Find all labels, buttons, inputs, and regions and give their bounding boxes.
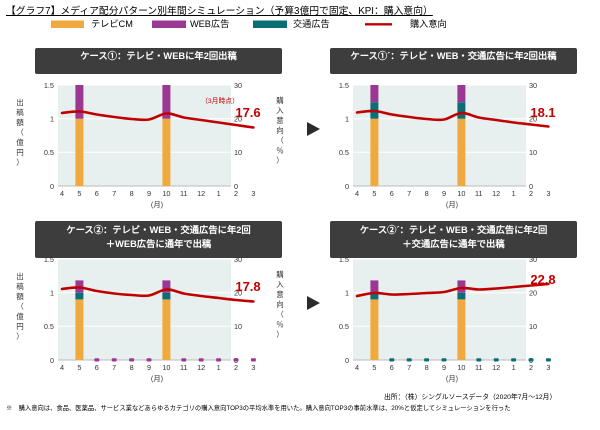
svg-text:1: 1 bbox=[345, 115, 349, 124]
svg-text:(月): (月) bbox=[446, 374, 458, 383]
svg-text:額: 額 bbox=[16, 117, 24, 127]
svg-text:（: （ bbox=[276, 136, 284, 145]
svg-text:6: 6 bbox=[390, 363, 394, 372]
svg-text:1.5: 1.5 bbox=[44, 255, 54, 264]
svg-text:4: 4 bbox=[60, 363, 64, 372]
svg-text:0.5: 0.5 bbox=[339, 322, 349, 331]
svg-text:10: 10 bbox=[529, 322, 537, 331]
svg-text:出: 出 bbox=[16, 271, 24, 281]
svg-text:1: 1 bbox=[50, 115, 54, 124]
svg-text:出: 出 bbox=[16, 97, 24, 107]
svg-text:入: 入 bbox=[276, 106, 284, 115]
svg-text:）: ） bbox=[276, 156, 284, 165]
svg-text:5: 5 bbox=[372, 363, 376, 372]
svg-text:（: （ bbox=[16, 128, 24, 137]
svg-text:12: 12 bbox=[492, 363, 500, 372]
svg-text:％: ％ bbox=[276, 320, 284, 329]
svg-text:10: 10 bbox=[162, 363, 170, 372]
svg-text:12: 12 bbox=[197, 363, 205, 372]
svg-text:3: 3 bbox=[546, 363, 550, 372]
svg-text:18.1: 18.1 bbox=[530, 105, 555, 120]
svg-text:（: （ bbox=[276, 310, 284, 319]
svg-text:億: 億 bbox=[16, 311, 24, 321]
svg-text:2: 2 bbox=[529, 363, 533, 372]
svg-text:10: 10 bbox=[457, 363, 465, 372]
svg-text:0.5: 0.5 bbox=[339, 148, 349, 157]
svg-text:10: 10 bbox=[234, 148, 242, 157]
svg-text:0.5: 0.5 bbox=[44, 322, 54, 331]
svg-text:1.5: 1.5 bbox=[44, 81, 54, 90]
svg-text:向: 向 bbox=[276, 125, 284, 135]
svg-text:7: 7 bbox=[407, 363, 411, 372]
svg-text:購: 購 bbox=[276, 269, 284, 279]
svg-text:17.6: 17.6 bbox=[235, 105, 260, 120]
svg-text:1: 1 bbox=[217, 363, 221, 372]
svg-text:9: 9 bbox=[147, 363, 151, 372]
svg-text:向: 向 bbox=[276, 299, 284, 309]
svg-text:稿: 稿 bbox=[16, 281, 24, 291]
svg-text:20: 20 bbox=[529, 289, 537, 298]
svg-text:10: 10 bbox=[529, 148, 537, 157]
svg-text:30: 30 bbox=[234, 81, 242, 90]
svg-text:1.5: 1.5 bbox=[339, 255, 349, 264]
svg-text:0: 0 bbox=[50, 356, 54, 365]
svg-text:入: 入 bbox=[276, 280, 284, 289]
svg-text:購: 購 bbox=[276, 95, 284, 105]
svg-text:）: ） bbox=[16, 158, 24, 167]
svg-text:意: 意 bbox=[276, 289, 284, 299]
svg-text:額: 額 bbox=[16, 291, 24, 301]
svg-text:(月): (月) bbox=[151, 374, 163, 383]
svg-text:％: ％ bbox=[276, 146, 284, 155]
svg-text:億: 億 bbox=[16, 137, 24, 147]
svg-text:意: 意 bbox=[276, 115, 284, 125]
svg-text:11: 11 bbox=[180, 363, 188, 372]
svg-text:1: 1 bbox=[50, 289, 54, 298]
svg-text:円: 円 bbox=[16, 322, 24, 331]
svg-text:0.5: 0.5 bbox=[44, 148, 54, 157]
svg-text:17.8: 17.8 bbox=[235, 279, 260, 294]
svg-text:5: 5 bbox=[77, 363, 81, 372]
svg-text:（3月時点）: （3月時点） bbox=[201, 97, 239, 105]
svg-text:8: 8 bbox=[130, 363, 134, 372]
svg-text:1: 1 bbox=[345, 289, 349, 298]
svg-text:11: 11 bbox=[475, 363, 483, 372]
svg-text:（: （ bbox=[16, 302, 24, 311]
svg-text:6: 6 bbox=[95, 363, 99, 372]
svg-text:）: ） bbox=[16, 332, 24, 341]
svg-text:4: 4 bbox=[355, 363, 359, 372]
svg-text:30: 30 bbox=[234, 255, 242, 264]
svg-text:30: 30 bbox=[529, 255, 537, 264]
svg-text:）: ） bbox=[276, 330, 284, 339]
svg-text:22.8: 22.8 bbox=[530, 272, 555, 287]
svg-text:2: 2 bbox=[234, 363, 238, 372]
svg-text:稿: 稿 bbox=[16, 107, 24, 117]
svg-text:8: 8 bbox=[425, 363, 429, 372]
svg-text:30: 30 bbox=[529, 81, 537, 90]
svg-text:0: 0 bbox=[345, 356, 349, 365]
svg-text:9: 9 bbox=[442, 363, 446, 372]
svg-text:3: 3 bbox=[251, 363, 255, 372]
svg-text:1: 1 bbox=[512, 363, 516, 372]
svg-text:10: 10 bbox=[234, 322, 242, 331]
svg-text:円: 円 bbox=[16, 148, 24, 157]
svg-text:1.5: 1.5 bbox=[339, 81, 349, 90]
svg-text:7: 7 bbox=[112, 363, 116, 372]
